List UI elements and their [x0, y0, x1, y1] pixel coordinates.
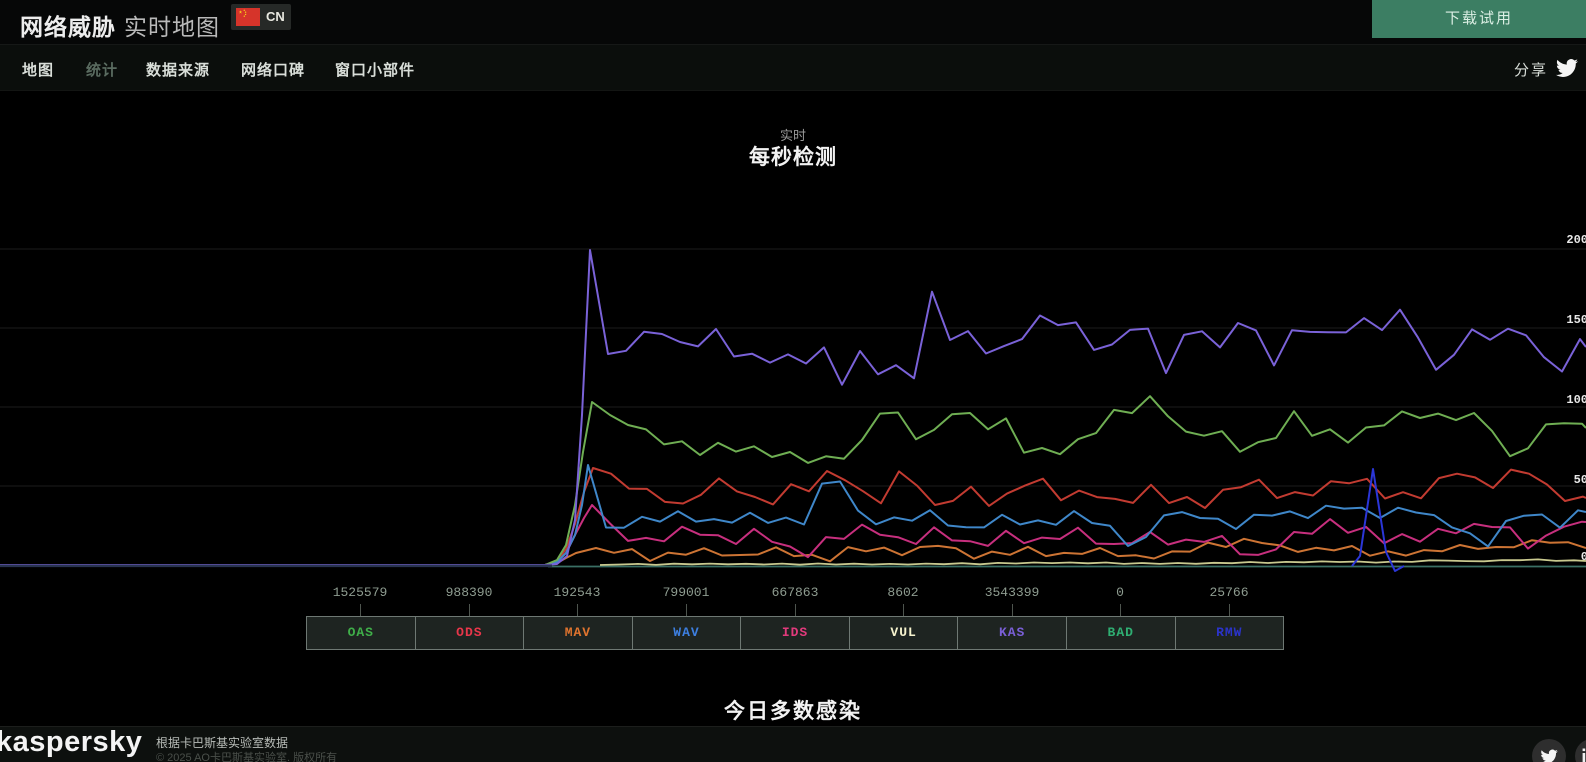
svg-text:0: 0: [1581, 550, 1586, 564]
svg-text:50: 50: [1574, 473, 1586, 487]
svg-text:150: 150: [1566, 313, 1586, 327]
svg-text:100: 100: [1566, 393, 1586, 407]
svg-text:200: 200: [1566, 233, 1586, 247]
